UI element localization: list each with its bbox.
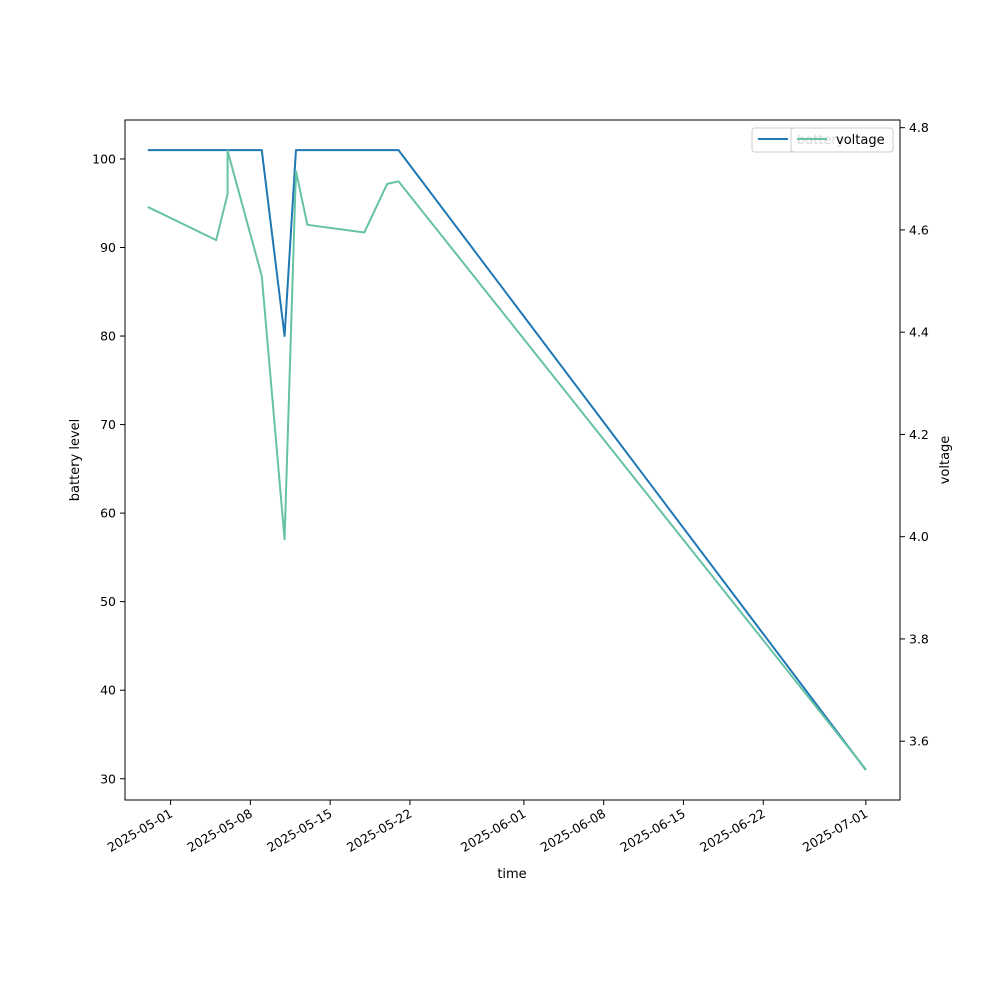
left-tick-label: 90	[100, 240, 116, 255]
x-tick-label: 2025-05-22	[344, 806, 414, 855]
x-tick-label: 2025-07-01	[800, 806, 870, 855]
left-axis-ticks: 30 40 50 60 70 80 90 100	[92, 151, 125, 786]
x-tick-label: 2025-05-08	[184, 806, 254, 855]
left-tick-label: 80	[100, 329, 116, 344]
right-tick-label: 4.2	[909, 427, 929, 442]
left-tick-label: 30	[100, 771, 116, 786]
x-axis-label: time	[497, 867, 526, 882]
legend-voltage: voltage	[790, 127, 894, 153]
plot-lines	[147, 149, 867, 771]
right-axis-label: voltage	[938, 436, 953, 485]
legend-voltage-frame	[790, 127, 894, 153]
plot-frame	[124, 119, 901, 801]
right-tick-label: 3.8	[909, 631, 929, 646]
x-tick-label: 2025-06-08	[538, 806, 608, 855]
x-tick-label: 2025-05-01	[105, 806, 175, 855]
voltage-series-line	[147, 149, 867, 770]
left-tick-label: 40	[100, 683, 116, 698]
left-tick-label: 50	[100, 594, 116, 609]
x-tick-label: 2025-06-01	[458, 806, 528, 855]
left-tick-label: 100	[92, 151, 116, 166]
right-tick-label: 4.6	[909, 222, 929, 237]
right-axis-ticks: 3.6 3.8 4.0 4.2 4.4 4.6 4.8	[900, 120, 929, 749]
left-tick-label: 70	[100, 417, 116, 432]
right-tick-label: 4.8	[909, 120, 929, 135]
right-tick-label: 4.4	[909, 325, 929, 340]
x-tick-label: 2025-05-15	[264, 806, 334, 855]
right-tick-label: 4.0	[909, 529, 929, 544]
x-axis-ticks: 2025-05-01 2025-05-08 2025-05-15 2025-05-22…	[105, 800, 870, 855]
legend-voltage-label: voltage	[836, 133, 885, 148]
battery-series-line	[147, 149, 867, 771]
x-tick-label: 2025-06-22	[697, 806, 767, 855]
right-tick-label: 3.6	[909, 734, 929, 749]
left-axis-label: battery level	[68, 419, 83, 502]
x-tick-label: 2025-06-15	[618, 806, 688, 855]
left-tick-label: 60	[100, 506, 116, 521]
